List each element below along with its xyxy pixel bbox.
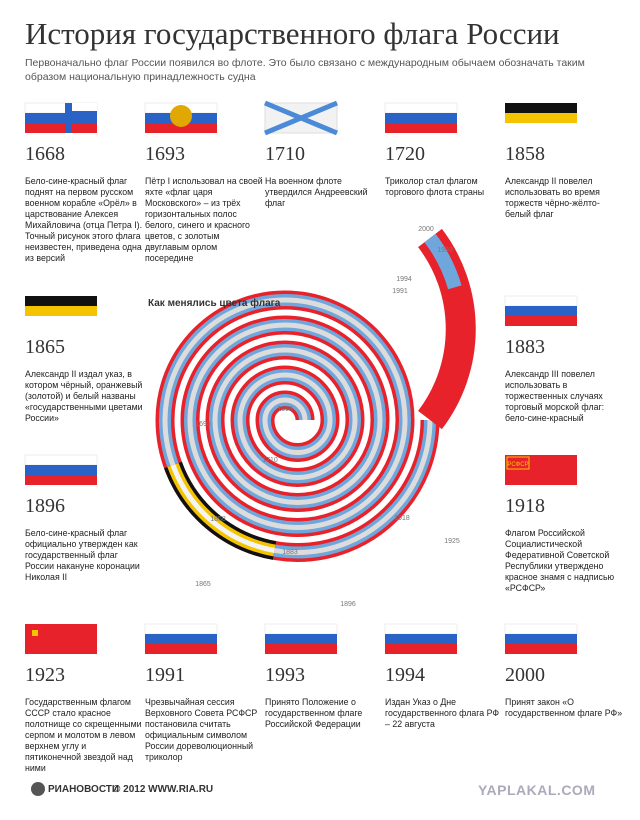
flag-saltire xyxy=(264,100,338,136)
flag-stripe xyxy=(505,306,577,316)
entry-year: 1883 xyxy=(505,336,545,358)
entry-text: Бело-сине-красный флаг поднят на первом … xyxy=(25,176,143,263)
spiral-year: 1991 xyxy=(392,288,408,295)
source: © 2012 WWW.RIA.RU xyxy=(113,784,214,795)
entry-text: Принято Положение о государственном флаг… xyxy=(265,697,363,729)
entry-year: 1710 xyxy=(265,143,305,165)
spiral-labels: 1668 1693 1710 1858 1865 1883 1896 1918 1925 1991… xyxy=(195,226,460,608)
flag-field xyxy=(505,455,577,485)
spiral-year: 1883 xyxy=(282,549,298,556)
flag-stripe xyxy=(384,623,458,635)
spiral-year: 1994 xyxy=(396,276,412,283)
flag-stripe xyxy=(504,623,578,635)
entry-year: 1668 xyxy=(25,143,65,165)
entry-year: 1923 xyxy=(25,664,65,686)
title: История государственного флага России xyxy=(25,16,560,51)
spiral xyxy=(155,228,476,562)
flag-stripe xyxy=(25,113,97,123)
flag-field xyxy=(25,624,97,654)
entry-text: Александр II повелел использовать во вре… xyxy=(505,176,600,219)
entry-year: 1991 xyxy=(145,664,185,686)
entry-text: Бело-сине-красный флаг официально утверж… xyxy=(25,528,140,582)
flag-stripe xyxy=(25,465,97,475)
entry-year: 1993 xyxy=(265,664,305,686)
entry-text: Флагом Российской Социалистической Федер… xyxy=(505,528,615,593)
subtitle: Первоначально флаг России появился во фл… xyxy=(25,57,585,83)
flag-stripe xyxy=(505,123,577,133)
spiral-year: 1668 xyxy=(277,406,293,413)
entry-text: Издан Указ о Дне государственного флага … xyxy=(385,697,500,729)
flag-stripe xyxy=(385,644,457,654)
spiral-year: 1918 xyxy=(394,515,410,522)
entry-text: Принят закон «О государственном флаге РФ… xyxy=(505,697,623,718)
flag-stripe xyxy=(145,634,217,644)
flag-stripe xyxy=(505,644,577,654)
spiral-title: Как менялись цвета флага xyxy=(148,297,281,309)
flag-eagle xyxy=(170,105,192,127)
entry-text: Триколор стал флагом торгового флота стр… xyxy=(385,176,485,197)
entry-text: Пётр I использовал на своей яхте «флаг ц… xyxy=(145,176,263,263)
logo-icon xyxy=(31,782,45,796)
flags: РСФСР xyxy=(24,100,578,654)
entry-year: 1896 xyxy=(25,495,65,517)
flag-stripe xyxy=(505,316,577,326)
entry-year: 1693 xyxy=(145,143,185,165)
entry-year: 1865 xyxy=(25,336,65,358)
flag-stripe xyxy=(384,102,458,114)
entry-text: Александр II издал указ, в котором чёрны… xyxy=(25,369,143,423)
spiral-year: 1865 xyxy=(195,581,211,588)
flag-stripe xyxy=(24,454,98,466)
spiral-year: 2000 xyxy=(418,226,434,233)
flag-stripe xyxy=(25,475,97,485)
entry-year: 1720 xyxy=(385,143,425,165)
entry-year: 1994 xyxy=(385,664,425,686)
flag-stripe xyxy=(385,113,457,123)
flag-cross xyxy=(72,103,97,111)
flag-stripe xyxy=(505,103,577,113)
spiral-year: 1925 xyxy=(444,538,460,545)
entry-year: 1858 xyxy=(505,143,545,165)
spiral-year: 1710 xyxy=(262,457,278,464)
flag-stripe xyxy=(504,295,578,307)
entry-year: 1918 xyxy=(505,495,545,517)
spiral-year: 1896 xyxy=(340,601,356,608)
flag-stripe xyxy=(25,316,97,326)
flag-cross xyxy=(65,111,97,118)
flag-emblem xyxy=(32,630,38,636)
flag-stripe xyxy=(385,123,457,133)
entry-text: Чрезвычайная сессия Верховного Совета РС… xyxy=(145,697,258,762)
flag-stripe xyxy=(264,623,338,635)
entry-text: На военном флоте утвердился Андреевский … xyxy=(265,176,368,208)
flag-stripe xyxy=(505,113,577,123)
flag-stripe xyxy=(25,296,97,306)
flag-stripe xyxy=(265,634,337,644)
flag-stripe xyxy=(505,634,577,644)
flag-stripe xyxy=(144,623,218,635)
spiral-year: 1993 xyxy=(437,247,453,254)
flag-stripe xyxy=(385,634,457,644)
logo: РИАНОВОСТИ xyxy=(48,784,120,795)
entry-year: 2000 xyxy=(505,664,545,686)
entry-text: Александр III повелел использовать в тор… xyxy=(505,369,605,423)
flag-box xyxy=(506,456,530,470)
flag-stripe xyxy=(25,306,97,316)
flag-stripe xyxy=(265,644,337,654)
flag-stripe xyxy=(145,123,217,133)
flag-stripe xyxy=(25,123,97,133)
spiral-year: 1858 xyxy=(210,516,226,523)
flag-stripe xyxy=(145,644,217,654)
flag-text: РСФСР xyxy=(507,462,528,468)
entry-text: Государственным флагом СССР стало красно… xyxy=(25,697,142,773)
watermark: YAPLAKAL.COM xyxy=(478,782,596,798)
spiral-year: 1693 xyxy=(195,421,211,428)
